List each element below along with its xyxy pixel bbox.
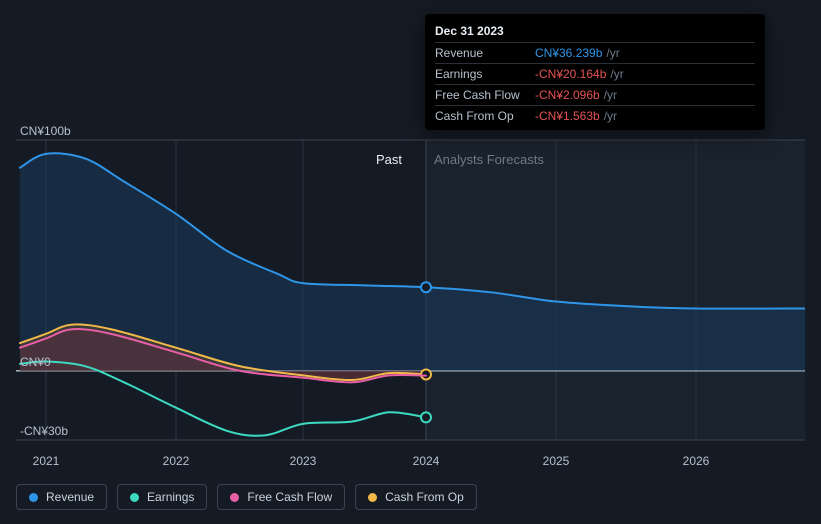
legend-item-earnings[interactable]: Earnings	[117, 484, 207, 510]
y-axis-label: CN¥100b	[20, 124, 71, 138]
x-axis-label: 2025	[543, 454, 570, 468]
tooltip-date: Dec 31 2023	[435, 20, 755, 43]
tooltip-row-label: Cash From Op	[435, 109, 535, 123]
tooltip-row-suffix: /yr	[604, 88, 617, 102]
tooltip-row-suffix: /yr	[604, 109, 617, 123]
legend-swatch	[368, 493, 377, 502]
legend-label: Cash From Op	[385, 490, 464, 504]
legend-swatch	[230, 493, 239, 502]
marker-revenue	[421, 282, 431, 292]
legend-label: Revenue	[46, 490, 94, 504]
x-axis-label: 2022	[163, 454, 190, 468]
legend-item-cash_from_op[interactable]: Cash From Op	[355, 484, 477, 510]
tooltip-row: Free Cash Flow-CN¥2.096b/yr	[435, 85, 755, 106]
y-axis-label: CN¥0	[20, 355, 51, 369]
marker-earnings	[421, 412, 431, 422]
tooltip-row-suffix: /yr	[610, 67, 623, 81]
tooltip-row-value: CN¥36.239b	[535, 46, 602, 60]
x-axis-label: 2023	[290, 454, 317, 468]
chart-container: CN¥100b CN¥0 -CN¥30b 2021 2022 2023 2024 2025 2…	[16, 120, 805, 480]
legend-label: Earnings	[147, 490, 194, 504]
tooltip-row-label: Revenue	[435, 46, 535, 60]
tooltip-row: Cash From Op-CN¥1.563b/yr	[435, 106, 755, 126]
tooltip-row: RevenueCN¥36.239b/yr	[435, 43, 755, 64]
legend-item-free_cash_flow[interactable]: Free Cash Flow	[217, 484, 345, 510]
x-axis-label: 2026	[683, 454, 710, 468]
marker-cash_from_op	[421, 369, 431, 379]
tooltip-row: Earnings-CN¥20.164b/yr	[435, 64, 755, 85]
legend-swatch	[29, 493, 38, 502]
chart-svg	[16, 120, 805, 480]
legend-swatch	[130, 493, 139, 502]
y-axis-label: -CN¥30b	[20, 424, 68, 438]
tooltip-row-suffix: /yr	[606, 46, 619, 60]
tooltip-row-label: Free Cash Flow	[435, 88, 535, 102]
tooltip-row-value: -CN¥2.096b	[535, 88, 600, 102]
x-axis-label: 2021	[33, 454, 60, 468]
x-axis-label: 2024	[413, 454, 440, 468]
tooltip-row-value: -CN¥20.164b	[535, 67, 606, 81]
tooltip-row-label: Earnings	[435, 67, 535, 81]
period-label-forecast: Analysts Forecasts	[434, 152, 544, 167]
period-label-past: Past	[376, 152, 402, 167]
legend: Revenue Earnings Free Cash Flow Cash From O…	[16, 484, 477, 510]
legend-label: Free Cash Flow	[247, 490, 332, 504]
tooltip-row-value: -CN¥1.563b	[535, 109, 600, 123]
tooltip-panel: Dec 31 2023 RevenueCN¥36.239b/yrEarnings…	[425, 14, 765, 130]
legend-item-revenue[interactable]: Revenue	[16, 484, 107, 510]
